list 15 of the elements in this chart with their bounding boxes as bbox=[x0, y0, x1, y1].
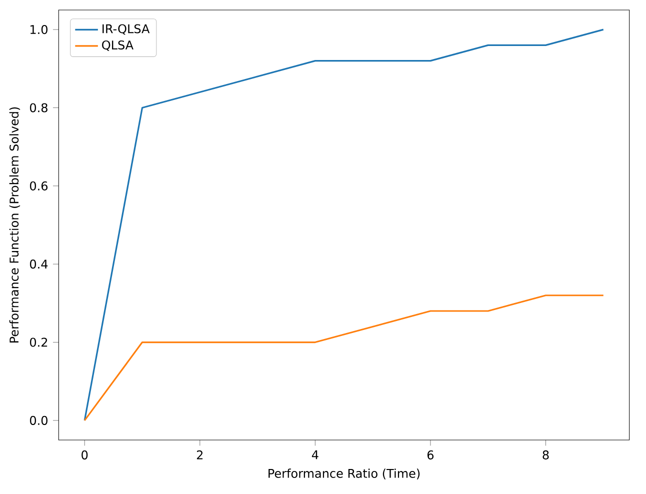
y-tick-label: 0.0 bbox=[30, 416, 48, 425]
x-tick-label: 8 bbox=[542, 450, 549, 460]
x-tick-label: 2 bbox=[196, 450, 203, 460]
legend-label: IR-QLSA bbox=[102, 24, 150, 35]
x-axis-title: Performance Ratio (Time) bbox=[268, 468, 420, 480]
y-tick-label: 0.8 bbox=[30, 103, 48, 112]
x-tick-label: 6 bbox=[427, 450, 434, 460]
x-tick-label: 4 bbox=[312, 450, 318, 460]
y-tick-label: 0.6 bbox=[30, 181, 48, 190]
y-tick-label: 0.4 bbox=[30, 260, 48, 269]
x-tick-label: 0 bbox=[82, 450, 88, 460]
y-tick-label: 0.2 bbox=[30, 338, 48, 347]
y-axis-title: Performance Function (Problem Solved) bbox=[9, 107, 20, 343]
y-tick-label: 1.0 bbox=[30, 25, 48, 34]
legend-label: QLSA bbox=[102, 40, 134, 51]
